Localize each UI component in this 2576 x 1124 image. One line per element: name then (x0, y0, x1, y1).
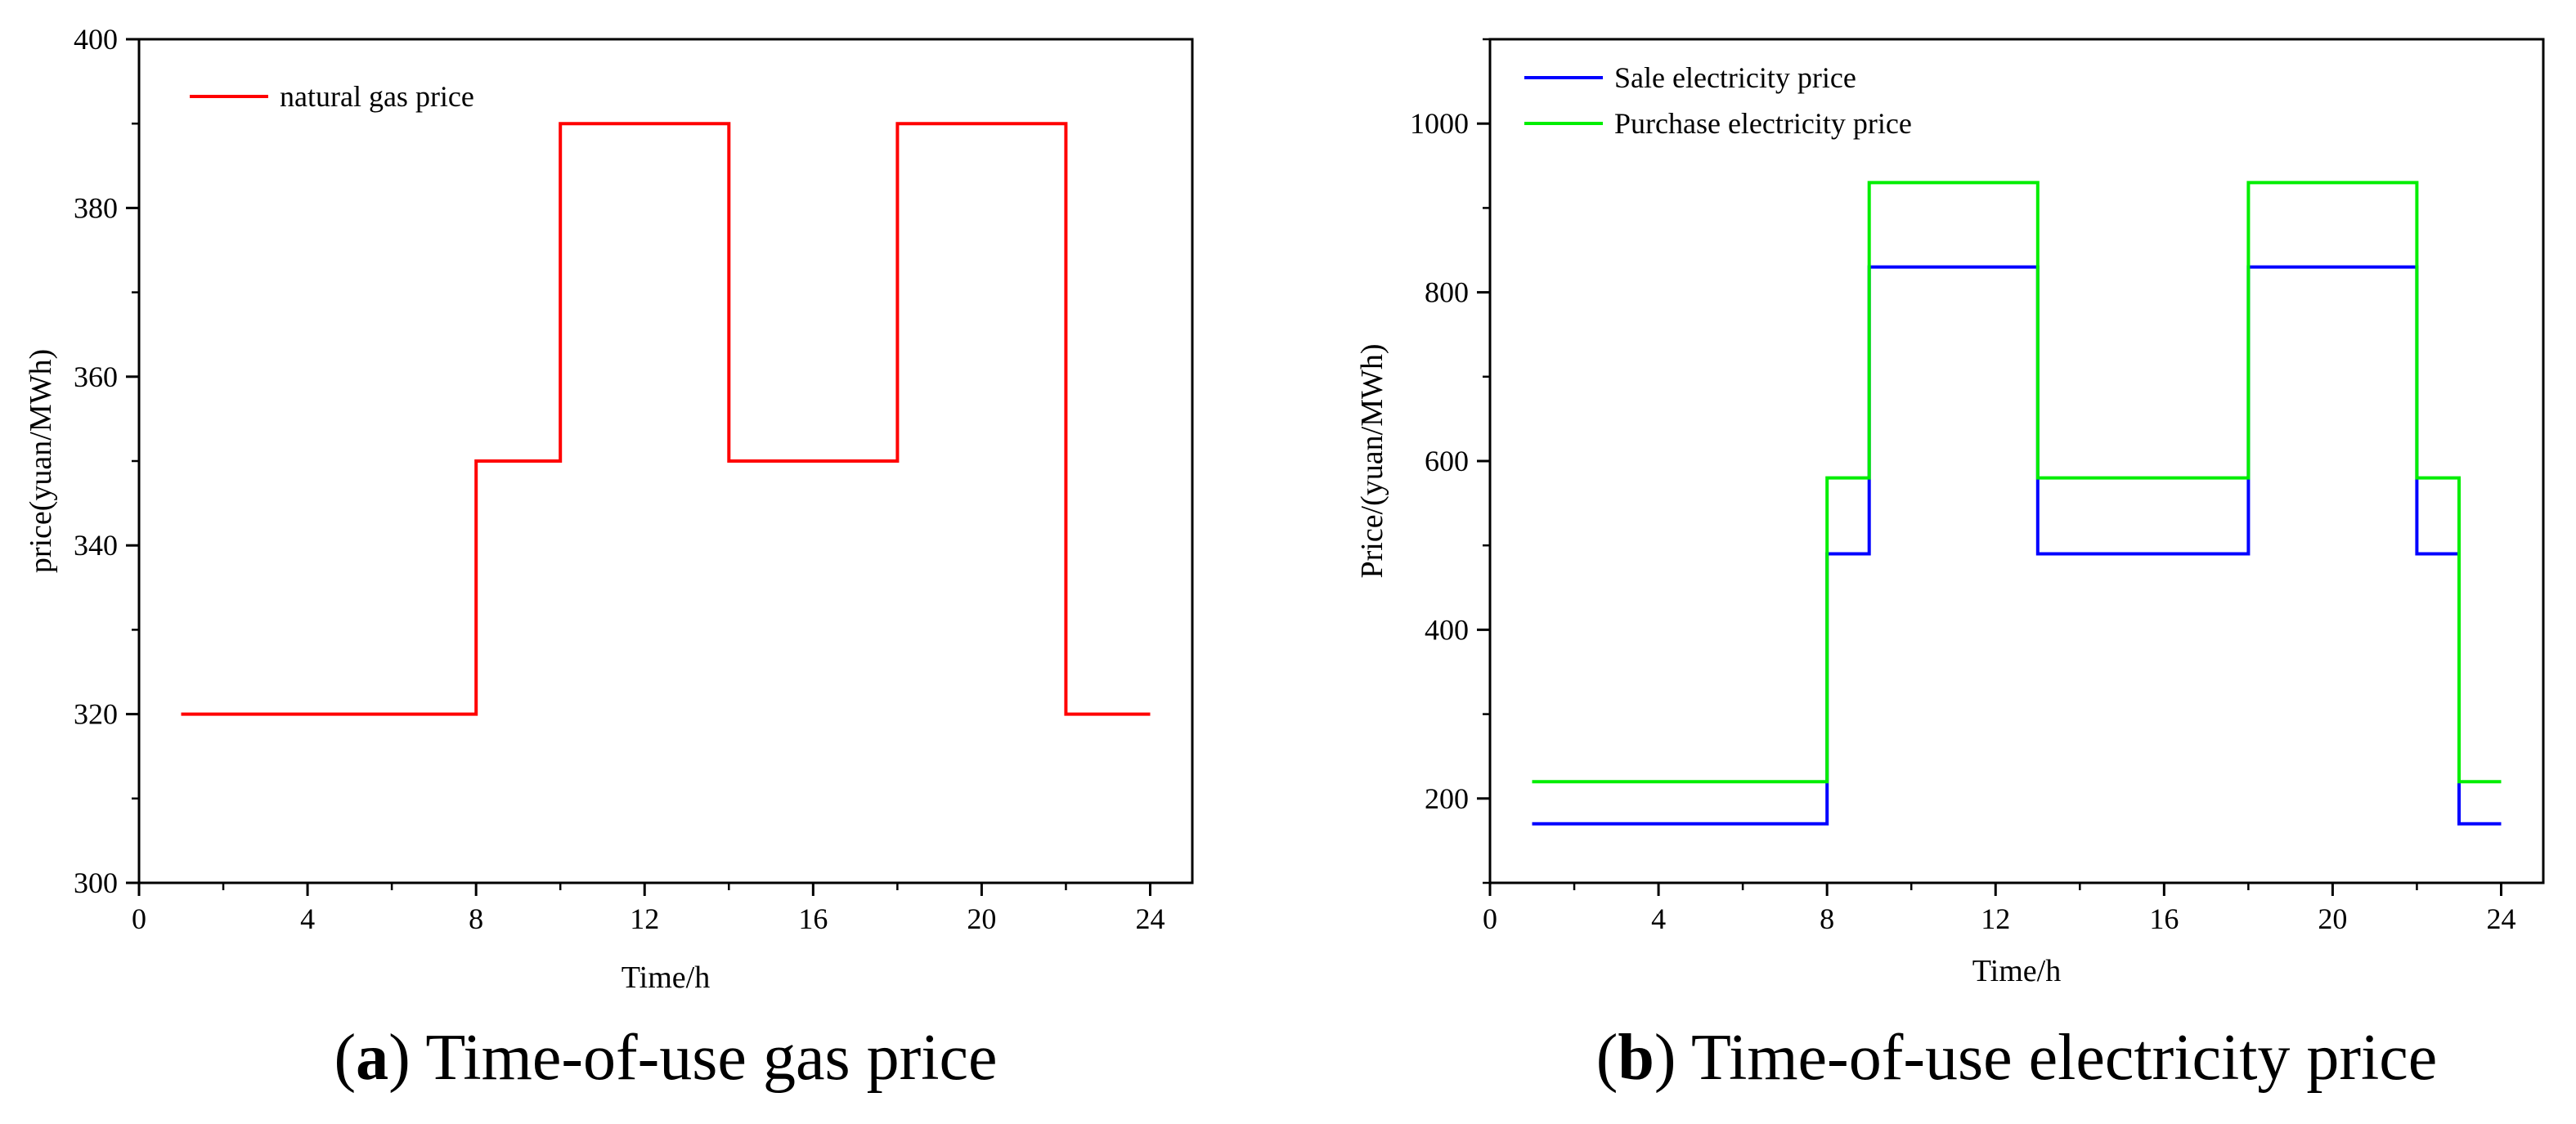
chart-panel-b: 0 4 8 12 16 20 24 200 400 600 800 1000 Sale electr… (1355, 38, 2545, 1094)
y-tick-label: 340 (74, 529, 118, 562)
x-tick-label: 16 (2149, 902, 2179, 935)
series-line-natural-gas-price (181, 122, 1151, 716)
axis-ticks (1477, 38, 2502, 896)
legend: Sale electricity price Purchase electrici… (1524, 61, 1912, 140)
series-line-sale-electricity-price (1532, 265, 2502, 826)
x-tick-label: 24 (1135, 902, 1165, 935)
x-tick-labels: 0 4 8 12 16 20 24 (1483, 902, 2515, 935)
caption: (a) Time-of-use gas price (334, 1022, 998, 1094)
x-axis-title: Time/h (622, 961, 710, 995)
plot-frame (1488, 38, 2545, 884)
chart-panel-a: 0 4 8 12 16 20 24 300 320 340 360 380 400 natural g… (24, 23, 1194, 1094)
plot-frame (137, 38, 1194, 884)
y-tick-label: 380 (74, 191, 118, 224)
y-tick-labels: 200 400 600 800 1000 (1410, 107, 1469, 815)
x-tick-label: 8 (469, 902, 483, 935)
x-tick-label: 12 (1981, 902, 2010, 935)
legend-label: Purchase electricity price (1614, 107, 1912, 140)
caption-text: Time-of-use gas price (425, 1022, 997, 1094)
y-tick-label: 360 (74, 360, 118, 393)
y-tick-label: 300 (74, 867, 118, 899)
legend: natural gas price (190, 80, 474, 113)
x-tick-label: 16 (798, 902, 828, 935)
series-group (1532, 181, 2502, 826)
x-tick-label: 20 (967, 902, 996, 935)
x-tick-label: 0 (132, 902, 146, 935)
y-tick-label: 400 (74, 23, 118, 56)
y-tick-label: 320 (74, 698, 118, 731)
caption-text: Time-of-use electricity price (1691, 1022, 2437, 1094)
series-line-purchase-electricity-price (1532, 181, 2502, 784)
axis-ticks (126, 38, 1151, 896)
y-tick-label: 200 (1425, 782, 1469, 815)
x-tick-label: 4 (1651, 902, 1666, 935)
y-tick-label: 1000 (1410, 107, 1469, 140)
y-tick-labels: 300 320 340 360 380 400 (74, 23, 118, 899)
x-axis-title: Time/h (1972, 954, 2061, 988)
y-axis-title: price(yuan/MWh) (24, 349, 58, 573)
legend-label: natural gas price (280, 80, 474, 113)
x-tick-label: 12 (630, 902, 659, 935)
x-tick-label: 20 (2318, 902, 2347, 935)
y-axis-title: Price/(yuan/MWh) (1355, 343, 1389, 578)
x-tick-label: 8 (1820, 902, 1834, 935)
caption: (b) Time-of-use electricity price (1596, 1022, 2438, 1094)
caption-letter: a (356, 1022, 388, 1094)
series-group (181, 122, 1151, 716)
y-tick-label: 800 (1425, 276, 1469, 309)
x-tick-label: 4 (300, 902, 315, 935)
x-tick-label: 24 (2486, 902, 2515, 935)
legend-label: Sale electricity price (1614, 61, 1856, 94)
y-tick-label: 400 (1425, 613, 1469, 646)
y-tick-label: 600 (1425, 445, 1469, 477)
x-tick-labels: 0 4 8 12 16 20 24 (132, 902, 1165, 935)
caption-letter: b (1618, 1022, 1654, 1094)
x-tick-label: 0 (1483, 902, 1497, 935)
